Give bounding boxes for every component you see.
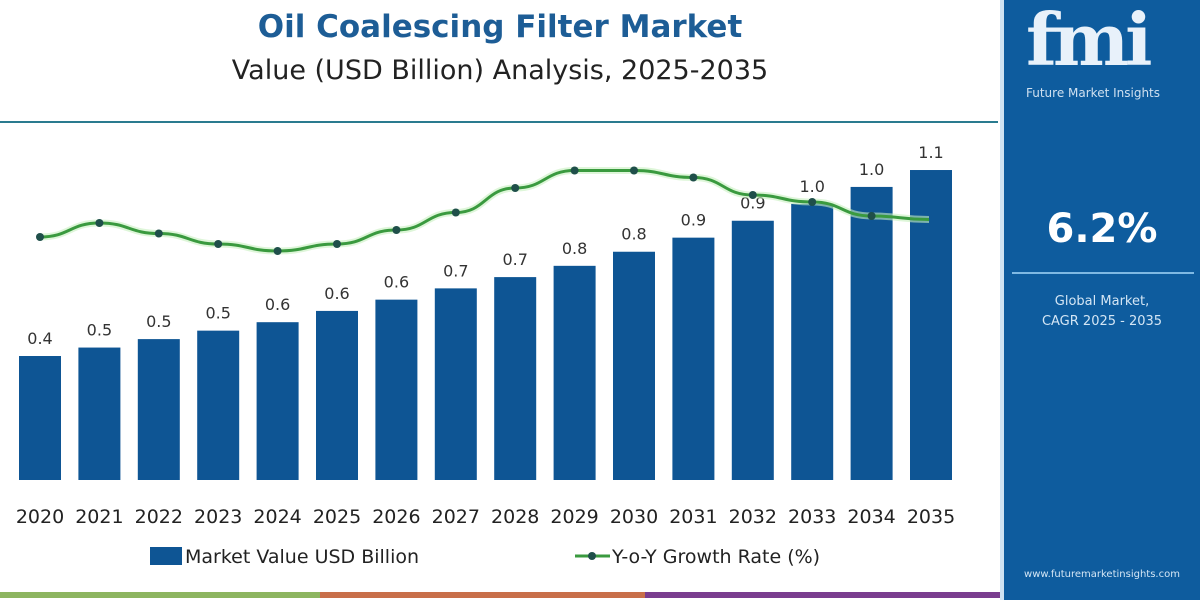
x-tick-2029: 2029 (550, 506, 598, 528)
bottom-strip-orange (320, 592, 645, 598)
cagr-value: 6.2% (1046, 206, 1158, 252)
growth-marker-2024 (273, 247, 282, 255)
legend-swatch-market-value (150, 547, 182, 565)
bar-2020 (19, 356, 61, 480)
bar-label-2035: 1.1 (918, 143, 943, 162)
bar-2026 (375, 299, 418, 480)
bar-2031 (672, 237, 715, 480)
growth-marker-2021 (95, 219, 104, 227)
x-tick-2025: 2025 (313, 506, 361, 528)
bar-label-2024: 0.6 (265, 295, 290, 314)
x-tick-2024: 2024 (253, 506, 301, 528)
x-tick-2034: 2034 (847, 506, 895, 528)
bar-label-2027: 0.7 (443, 261, 468, 280)
bar-label-2030: 0.8 (621, 225, 646, 244)
growth-marker-2032 (748, 191, 757, 199)
bar-label-2031: 0.9 (681, 211, 706, 230)
legend-label-growth: Y-o-Y Growth Rate (%) (611, 546, 820, 568)
growth-marker-2023 (214, 240, 223, 248)
chart-subtitle: Value (USD Billion) Analysis, 2025-2035 (231, 55, 769, 86)
growth-marker-2031 (689, 173, 698, 182)
bar-2022 (137, 339, 180, 480)
growth-marker-2025 (333, 240, 341, 248)
x-tick-2032: 2032 (729, 506, 777, 528)
bar-2030 (613, 251, 655, 480)
x-tick-2026: 2026 (372, 506, 420, 528)
growth-marker-2034 (867, 212, 876, 220)
bar-label-2029: 0.8 (562, 239, 587, 258)
bar-label-2026: 0.6 (384, 273, 409, 292)
chart-area: 0.4 2020 0.5 2021 0.5 2022 0.5 2023 0.6 2024 0.6 20… (16, 143, 955, 568)
growth-marker-2030 (630, 166, 638, 175)
bar-label-2033: 1.0 (799, 177, 824, 196)
side-panel: fmi Future Market Insights 6.2% Global M… (1000, 0, 1200, 600)
bar-label-2034: 1.0 (859, 160, 884, 179)
bar-2032 (731, 220, 774, 480)
growth-marker-2020 (36, 233, 44, 241)
x-tick-2031: 2031 (669, 506, 717, 528)
bar-label-2021: 0.5 (87, 321, 112, 340)
cagr-label-line2: CAGR 2025 - 2035 (1041, 314, 1163, 329)
x-tick-2023: 2023 (194, 506, 242, 528)
growth-marker-2026 (392, 226, 401, 234)
x-tick-2027: 2027 (432, 506, 480, 528)
legend-swatch-growth-marker (588, 552, 596, 560)
website-link[interactable]: www.futuremarketinsights.com (1024, 569, 1180, 580)
bar-label-2020: 0.4 (27, 329, 52, 348)
growth-marker-2033 (808, 198, 817, 206)
bar-2025 (316, 310, 358, 480)
bar-2023 (197, 330, 240, 480)
bar-2027 (434, 288, 477, 480)
panel-divider (1012, 272, 1194, 274)
x-tick-2020: 2020 (16, 506, 64, 528)
bar-2021 (78, 347, 121, 480)
bar-label-2022: 0.5 (146, 312, 171, 331)
bottom-strip-green (0, 592, 320, 598)
x-tick-2033: 2033 (788, 506, 836, 528)
title-divider (0, 121, 998, 123)
bar-2024 (256, 322, 299, 480)
cagr-label-line1: Global Market, (1054, 294, 1150, 309)
legend-label-market-value: Market Value USD Billion (185, 546, 419, 568)
growth-line (39, 168, 930, 253)
growth-marker-2027 (451, 208, 460, 217)
x-tick-2021: 2021 (75, 506, 123, 528)
growth-marker-2029 (570, 166, 579, 175)
bar-2029 (553, 265, 596, 480)
x-tick-2035: 2035 (907, 506, 955, 528)
growth-marker-2028 (511, 184, 520, 192)
x-tick-2028: 2028 (491, 506, 539, 528)
growth-marker-2022 (154, 229, 163, 238)
x-tick-2022: 2022 (135, 506, 183, 528)
bar-label-2028: 0.7 (502, 250, 527, 269)
bar-label-2025: 0.6 (324, 284, 349, 303)
bottom-strip-purple (645, 592, 1000, 598)
x-tick-2030: 2030 (610, 506, 658, 528)
logo-subtitle: Future Market Insights (1026, 86, 1161, 100)
fmi-logo: fmi (1026, 0, 1152, 82)
cagr-label: Global Market, CAGR 2025 - 2035 (1004, 292, 1200, 332)
bar-2034 (850, 186, 893, 481)
chart-title: Oil Coalescing Filter Market (257, 9, 743, 45)
bar-label-2023: 0.5 (205, 304, 230, 323)
bar-2033 (791, 203, 834, 480)
bar-2028 (494, 277, 537, 480)
